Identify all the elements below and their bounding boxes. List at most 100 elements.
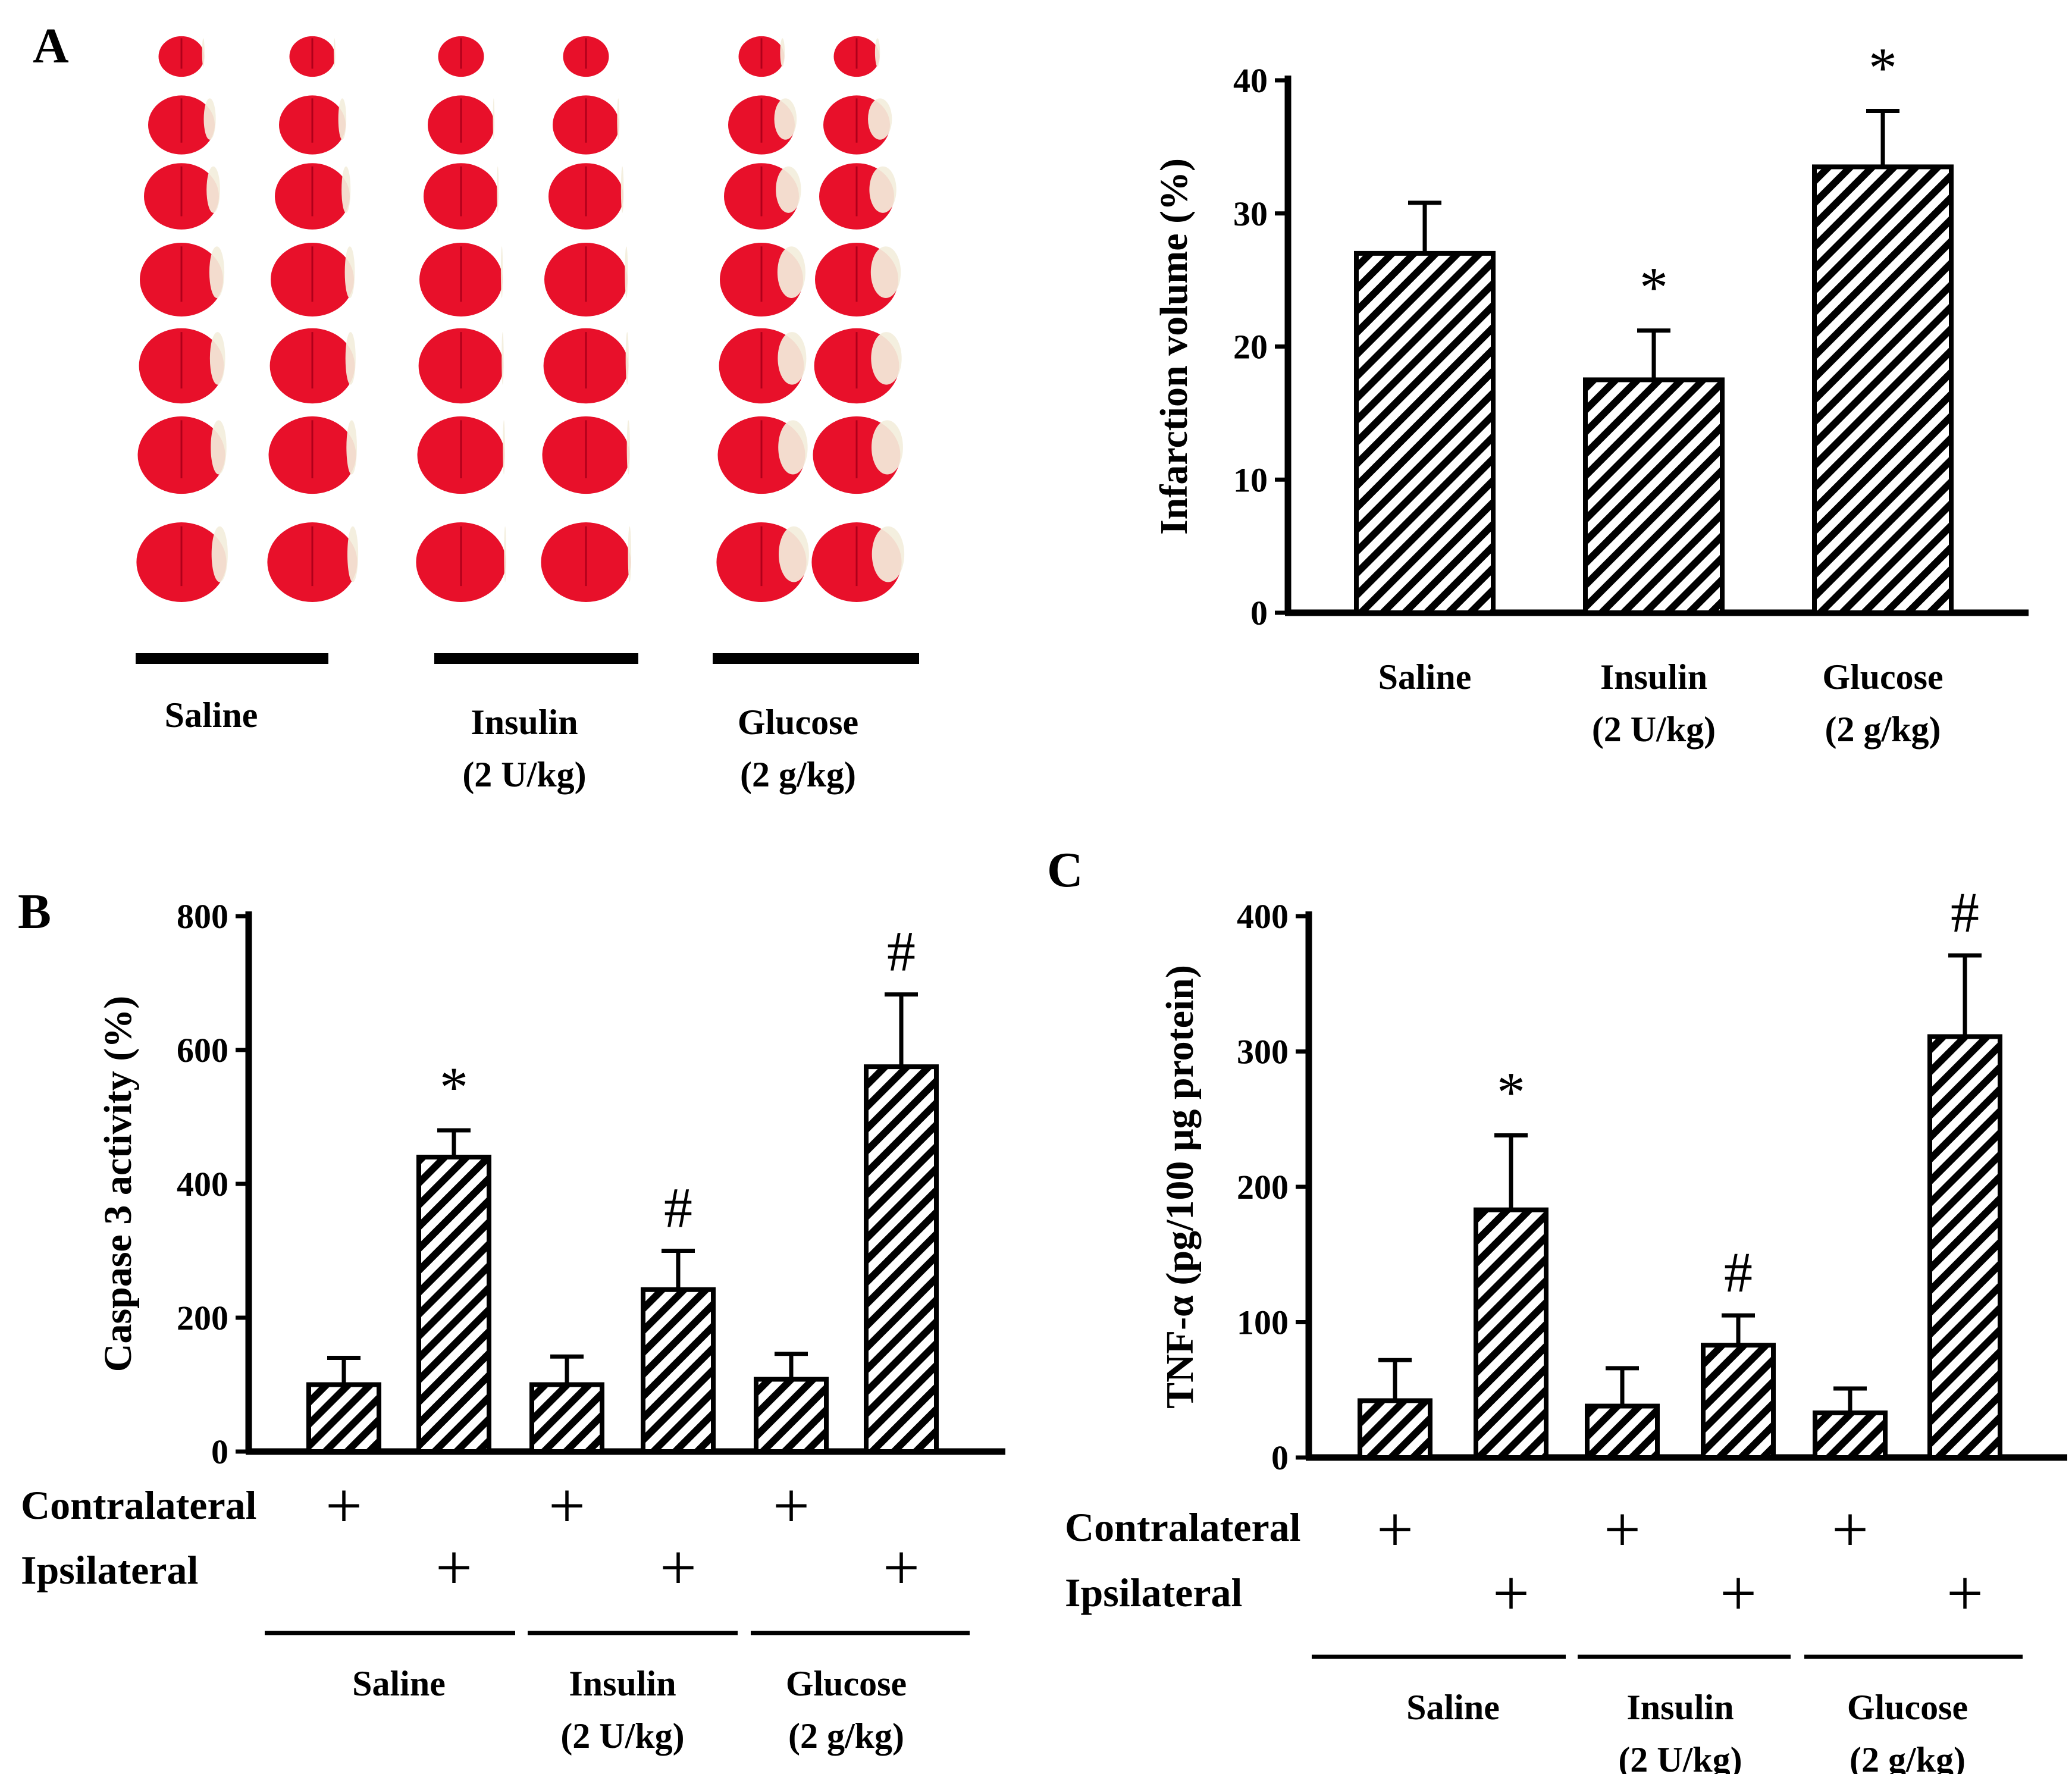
panel-letter-b: B [18, 884, 51, 939]
significance-mark: # [664, 1176, 692, 1240]
brain-slice [541, 522, 632, 602]
significance-mark: * [1869, 36, 1897, 99]
brain-slice [158, 36, 205, 77]
brain-slice [719, 328, 807, 404]
brain-slice [814, 328, 902, 404]
group-label: Insulin (2 U/kg) [560, 1664, 684, 1756]
brain-slice [811, 522, 905, 602]
group-label: Insulin (2 U/kg) [1618, 1688, 1742, 1774]
bar [1583, 377, 1725, 615]
bar [641, 1287, 716, 1454]
significance-mark: * [1497, 1061, 1525, 1124]
photo-group-labels: Saline Insulin (2 U/kg) Glucose (2 g/kg) [136, 653, 919, 794]
bar [1585, 1403, 1660, 1460]
chart-tnf-alpha: 0 100 200 300 400 + * + + # + + # + Contralateral Ipsil… [1065, 880, 2067, 1774]
brain-slice [424, 163, 499, 230]
photo-group-label: Glucose (2 g/kg) [738, 703, 858, 794]
brain-slice [140, 243, 225, 316]
group-label: Saline [352, 1664, 446, 1703]
significance-mark: # [1951, 880, 1979, 944]
brain-slices-photo [136, 36, 905, 602]
brain-slice [139, 328, 225, 404]
brain-slice [813, 416, 903, 494]
contralateral-plus: + [773, 1469, 810, 1542]
y-tick-label: 400 [177, 1165, 228, 1203]
ipsilateral-plus: + [1493, 1557, 1529, 1629]
brain-slice [717, 416, 808, 494]
y-tick-label: 0 [1271, 1438, 1289, 1477]
bar [1354, 250, 1496, 615]
brain-slice [268, 416, 357, 494]
photo-group-label: Insulin (2 U/kg) [462, 703, 586, 794]
y-axis-label: TNF-α (pg/100 μg protein) [1158, 965, 1202, 1409]
brain-slice [542, 416, 630, 494]
row-label-ipsilateral: Ipsilateral [21, 1547, 198, 1593]
y-tick-label: 100 [1237, 1303, 1289, 1342]
y-axis-label: Caspase 3 activity (%) [96, 996, 140, 1372]
brain-slice [275, 163, 351, 230]
y-tick-label: 800 [177, 897, 228, 936]
brain-slice [418, 328, 504, 404]
x-category-label: Saline [1378, 657, 1472, 697]
ipsilateral-plus: + [435, 1531, 472, 1604]
brain-slice [279, 95, 347, 155]
y-tick-label: 0 [211, 1433, 228, 1471]
contralateral-plus: + [1604, 1493, 1641, 1566]
brain-slice [833, 36, 880, 77]
bar [1812, 164, 1954, 615]
significance-mark: # [1724, 1240, 1753, 1304]
ipsilateral-plus: + [660, 1531, 697, 1604]
brain-slice [728, 95, 797, 155]
brain-slice [543, 328, 629, 404]
brain-slice [136, 522, 228, 602]
bar [529, 1382, 604, 1454]
brain-slice [416, 522, 506, 602]
y-tick-label: 200 [1237, 1168, 1289, 1206]
ipsilateral-plus: + [883, 1531, 920, 1604]
photo-group-bar [136, 653, 328, 664]
brain-slice [819, 163, 896, 230]
y-tick-label: 300 [1237, 1033, 1289, 1071]
bar [754, 1377, 829, 1454]
brain-slice [137, 416, 227, 494]
brain-slice [269, 328, 356, 404]
contralateral-plus: + [548, 1469, 585, 1542]
bar [1927, 1034, 2002, 1460]
brain-slice [563, 36, 609, 77]
y-tick-label: 0 [1250, 594, 1268, 632]
group-label: Glucose (2 g/kg) [786, 1664, 907, 1756]
panel-letter-c: C [1047, 842, 1083, 898]
brain-slice [417, 416, 505, 494]
significance-mark: * [1640, 256, 1668, 319]
y-tick-label: 200 [177, 1299, 228, 1337]
photo-group-bar [713, 653, 919, 664]
brain-slice [720, 243, 805, 316]
y-tick-label: 40 [1233, 61, 1268, 100]
row-label-contralateral: Contralateral [1065, 1505, 1301, 1550]
brain-slice [738, 36, 785, 77]
bar [1701, 1343, 1776, 1460]
panel-letter-a: A [33, 18, 69, 74]
significance-mark: * [440, 1055, 468, 1119]
bar [864, 1064, 939, 1454]
photo-group-bar [434, 653, 638, 664]
brain-slice [815, 243, 901, 316]
contralateral-plus: + [1377, 1493, 1413, 1566]
ipsilateral-plus: + [1946, 1557, 1983, 1629]
y-tick-label: 400 [1237, 897, 1289, 936]
group-label: Glucose (2 g/kg) [1847, 1688, 1968, 1774]
brain-slice [438, 36, 484, 77]
photo-group-label: Saline [165, 695, 258, 735]
brain-slice [724, 163, 801, 230]
y-tick-label: 600 [177, 1031, 228, 1070]
brain-slice [823, 95, 892, 155]
bar [1358, 1398, 1432, 1460]
bar [1474, 1207, 1548, 1460]
contralateral-plus: + [1832, 1493, 1869, 1566]
group-label: Saline [1406, 1688, 1500, 1727]
brain-slice [428, 95, 495, 155]
brain-slice [271, 243, 355, 316]
x-category-label: Insulin (2 U/kg) [1592, 657, 1716, 749]
brain-slice [419, 243, 503, 316]
